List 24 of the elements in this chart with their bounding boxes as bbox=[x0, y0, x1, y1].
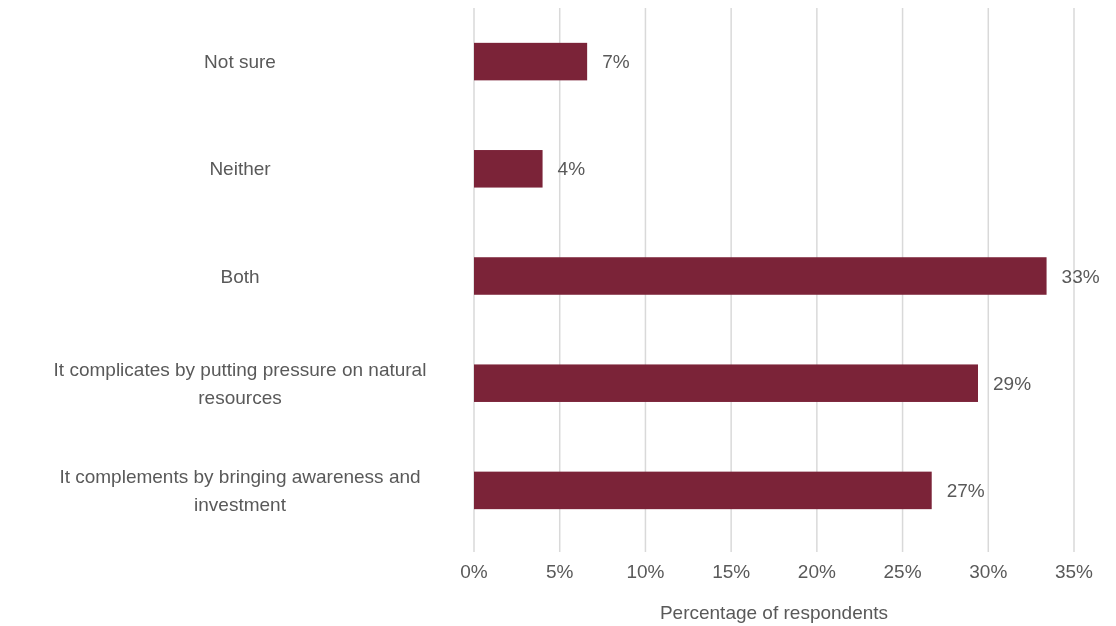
data-label: 4% bbox=[557, 158, 586, 180]
data-label: 33% bbox=[1061, 265, 1100, 287]
x-tick-label: 15% bbox=[712, 561, 751, 582]
y-tick-label: Both bbox=[220, 265, 260, 287]
x-tick-label: 10% bbox=[626, 561, 665, 582]
data-label: 27% bbox=[946, 480, 985, 502]
x-tick-label: 20% bbox=[797, 561, 836, 582]
bar bbox=[474, 42, 588, 81]
x-tick-label: 5% bbox=[545, 561, 574, 582]
x-tick-label: 35% bbox=[1054, 561, 1094, 582]
x-tick-label: 0% bbox=[460, 561, 488, 582]
bar bbox=[474, 364, 978, 402]
data-label: 29% bbox=[993, 372, 1032, 394]
x-tick-label: 25% bbox=[883, 561, 922, 582]
x-tick-label: 30% bbox=[969, 561, 1008, 582]
y-tick-label: It complements by bringing awareness and investment bbox=[59, 466, 421, 516]
bar bbox=[474, 257, 1047, 295]
bar bbox=[474, 471, 932, 510]
x-axis-title: Percentage of respondents bbox=[659, 602, 889, 623]
y-tick-label: Neither bbox=[209, 158, 272, 180]
bar bbox=[474, 150, 543, 188]
y-tick-label: Not sure bbox=[204, 51, 276, 73]
y-tick-label: It complicates by putting pressure on natural resources bbox=[53, 358, 427, 408]
data-label: 7% bbox=[602, 51, 630, 73]
